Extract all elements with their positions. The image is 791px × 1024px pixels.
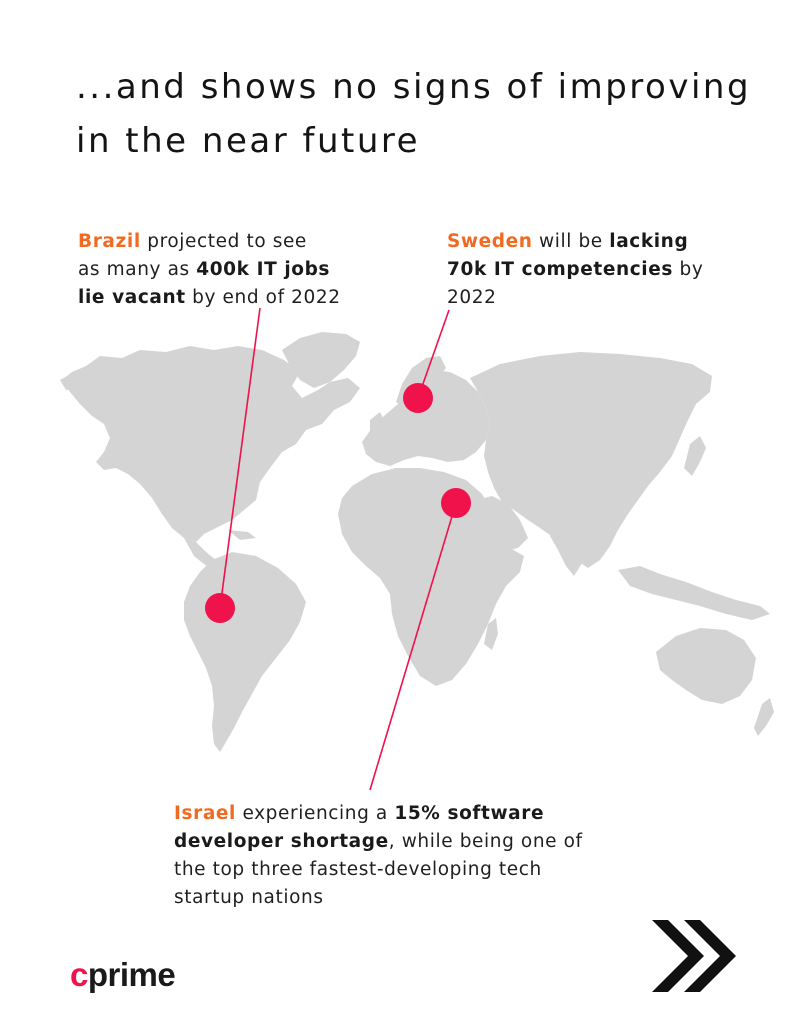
callout-brazil-line-3: lie vacant by end of 2022 (78, 284, 398, 312)
country-label-brazil: Brazil (78, 231, 141, 252)
callout-brazil-line-2: as many as 400k IT jobs (78, 256, 398, 284)
north-america (62, 346, 360, 542)
cprime-logo: cprime (70, 955, 176, 995)
callout-highlight: lacking (609, 231, 689, 252)
asia (470, 352, 712, 568)
country-label-israel: Israel (174, 803, 236, 824)
callout-text: projected to see (140, 231, 307, 252)
callout-israel-line-1: Israel experiencing a 15% software (174, 800, 644, 828)
callout-israel-line-2: developer shortage, while being one of (174, 828, 644, 856)
callout-text: the top three fastest-developing tech (174, 859, 542, 880)
callout-brazil-line-1: Brazil projected to see (78, 228, 398, 256)
callout-sweden-line-1: Sweden will be lacking (447, 228, 757, 256)
logo-wordmark: prime (87, 956, 176, 993)
callout-sweden-line-2: 70k IT competencies by (447, 256, 757, 284)
callout-highlight: 400k IT jobs (196, 259, 331, 280)
callout-text: 2022 (447, 287, 497, 308)
madagascar (484, 618, 498, 650)
uk (370, 412, 386, 436)
callout-israel-line-3: the top three fastest-developing tech (174, 856, 644, 884)
sweden-leader-line (417, 309, 450, 399)
southeast-asia-islands (618, 566, 770, 620)
callout-text: experiencing a (236, 803, 395, 824)
callout-brazil: Brazil projected to see as many as 400k … (78, 228, 398, 312)
sweden-marker (403, 383, 433, 413)
callout-highlight: developer shortage (174, 831, 389, 852)
callout-text: , while being one of (388, 831, 583, 852)
callout-text: startup nations (174, 887, 324, 908)
new-zealand (754, 698, 774, 736)
callout-highlight: 15% software (394, 803, 545, 824)
israel-marker (441, 488, 471, 518)
callout-text: will be (532, 231, 610, 252)
japan (684, 436, 706, 476)
brazil-leader-line (219, 307, 261, 609)
alaska (60, 372, 86, 390)
callout-highlight: lie vacant (78, 287, 186, 308)
logo-letter-c: c (70, 956, 88, 993)
country-label-sweden: Sweden (447, 231, 533, 252)
callout-text: by end of 2022 (185, 287, 341, 308)
australia (656, 628, 756, 704)
india (548, 516, 592, 576)
callout-israel-line-4: startup nations (174, 884, 644, 912)
israel-leader-line (369, 502, 457, 791)
callout-highlight: 70k IT competencies (447, 259, 674, 280)
europe (362, 370, 490, 466)
double-chevron-right-icon (652, 920, 736, 992)
greenland (282, 332, 360, 388)
headline: ...and shows no signs of improving in th… (76, 60, 766, 168)
callout-text: by (673, 259, 704, 280)
africa (338, 468, 524, 686)
brazil-marker (205, 593, 235, 623)
headline-line-1: ...and shows no signs of improving (76, 67, 752, 107)
headline-line-2: in the near future (76, 121, 421, 161)
caribbean (228, 530, 256, 540)
callout-israel: Israel experiencing a 15% software devel… (174, 800, 644, 912)
callout-sweden: Sweden will be lacking 70k IT competenci… (447, 228, 757, 312)
callout-sweden-line-3: 2022 (447, 284, 757, 312)
south-america (184, 552, 306, 752)
callout-text: as many as (78, 259, 197, 280)
